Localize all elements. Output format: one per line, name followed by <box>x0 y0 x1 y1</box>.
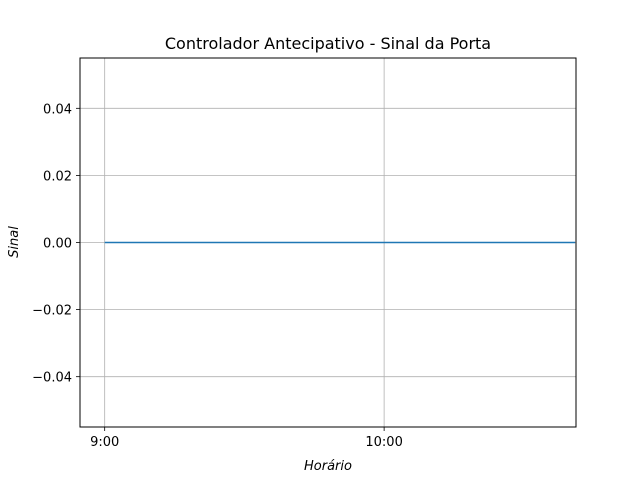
y-tick-label: −0.04 <box>32 371 72 386</box>
y-tick-label: 0.02 <box>43 169 72 184</box>
x-tick-label: 9:00 <box>90 435 119 450</box>
chart-title: Controlador Antecipativo - Sinal da Port… <box>165 34 491 53</box>
y-tick-label: 0.04 <box>43 102 72 117</box>
y-tick-label: 0.00 <box>43 237 72 252</box>
tick-layer: 9:00 10:00 0.04 0.02 0.00 −0.02 −0.04 <box>32 102 403 450</box>
x-axis-label: Horário <box>304 459 352 474</box>
y-axis-label: Sinal <box>7 226 22 258</box>
x-tick-label: 10:00 <box>365 435 402 450</box>
y-tick-label: −0.02 <box>32 304 72 319</box>
